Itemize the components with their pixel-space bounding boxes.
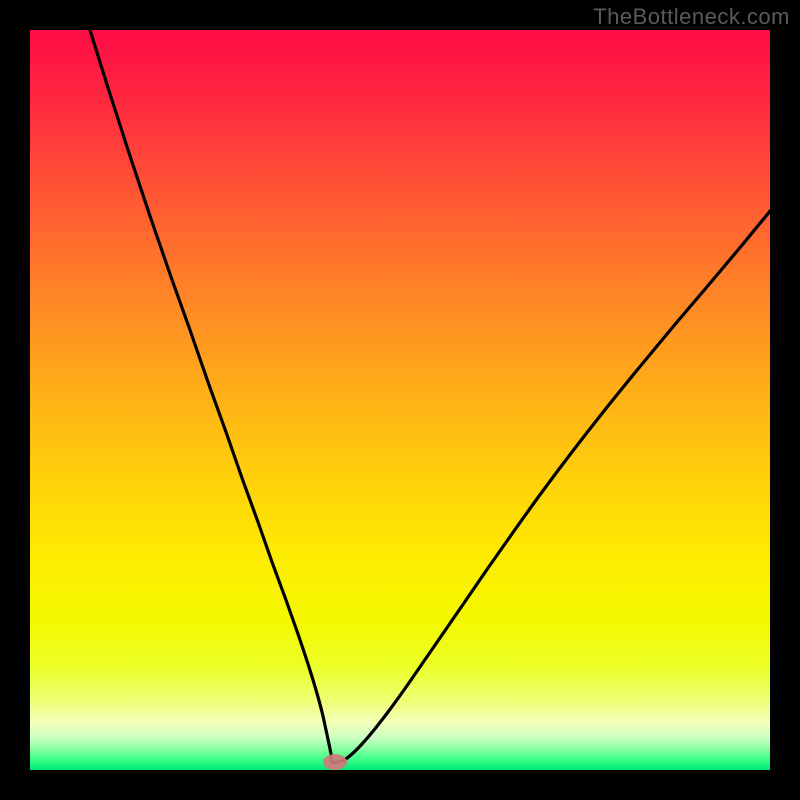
minimum-marker xyxy=(323,754,347,770)
plot-area xyxy=(30,30,770,770)
bottleneck-curve xyxy=(30,30,770,770)
watermark-text: TheBottleneck.com xyxy=(593,4,790,30)
